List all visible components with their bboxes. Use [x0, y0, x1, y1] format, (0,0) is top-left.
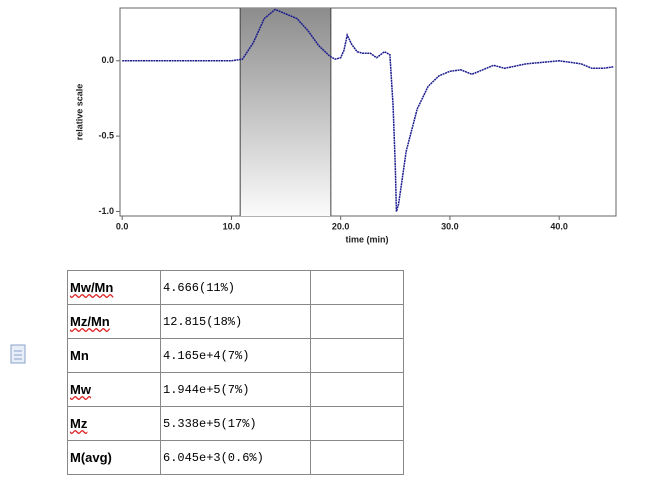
x-tick-label: 0.0 [116, 221, 129, 231]
doc-icon [10, 344, 26, 364]
shaded-region [240, 8, 331, 216]
y-tick-label: -0.5 [98, 130, 114, 140]
x-tick-label: 30.0 [441, 221, 459, 231]
row-value: 5.338e+5(17%) [160, 406, 311, 441]
y-axis-label: relative scale [74, 84, 84, 141]
x-tick-label: 20.0 [332, 221, 350, 231]
row-value: 1.944e+5(7%) [160, 372, 311, 407]
results-table: Mw/Mn 4.666(11%) Mz/Mn 12.815(18%) Mn 4.165… [67, 270, 404, 475]
chart: relative scale time (min) 0.0 10.0 20.0 30.… [74, 7, 617, 244]
row-value: 12.815(18%) [160, 304, 311, 339]
x-tick-label: 10.0 [223, 221, 241, 231]
y-tick-label: -1.0 [98, 206, 114, 216]
x-tick-label: 40.0 [550, 221, 568, 231]
row-value: 4.165e+4(7%) [160, 338, 311, 373]
row-value: 4.666(11%) [160, 270, 311, 305]
plot-area [119, 7, 617, 217]
row-label: Mn [70, 348, 89, 363]
data-line [122, 8, 614, 212]
row-value: 6.045e+3(0.6%) [160, 440, 311, 475]
x-axis-label: time (min) [345, 234, 388, 244]
row-label: Mz [70, 416, 88, 431]
row-label: Mw/Mn [70, 280, 114, 295]
row-label: Mz/Mn [70, 314, 110, 329]
y-tick-label: 0.0 [101, 55, 114, 65]
row-label: M(avg) [70, 450, 112, 465]
row-label: Mw [70, 382, 91, 397]
